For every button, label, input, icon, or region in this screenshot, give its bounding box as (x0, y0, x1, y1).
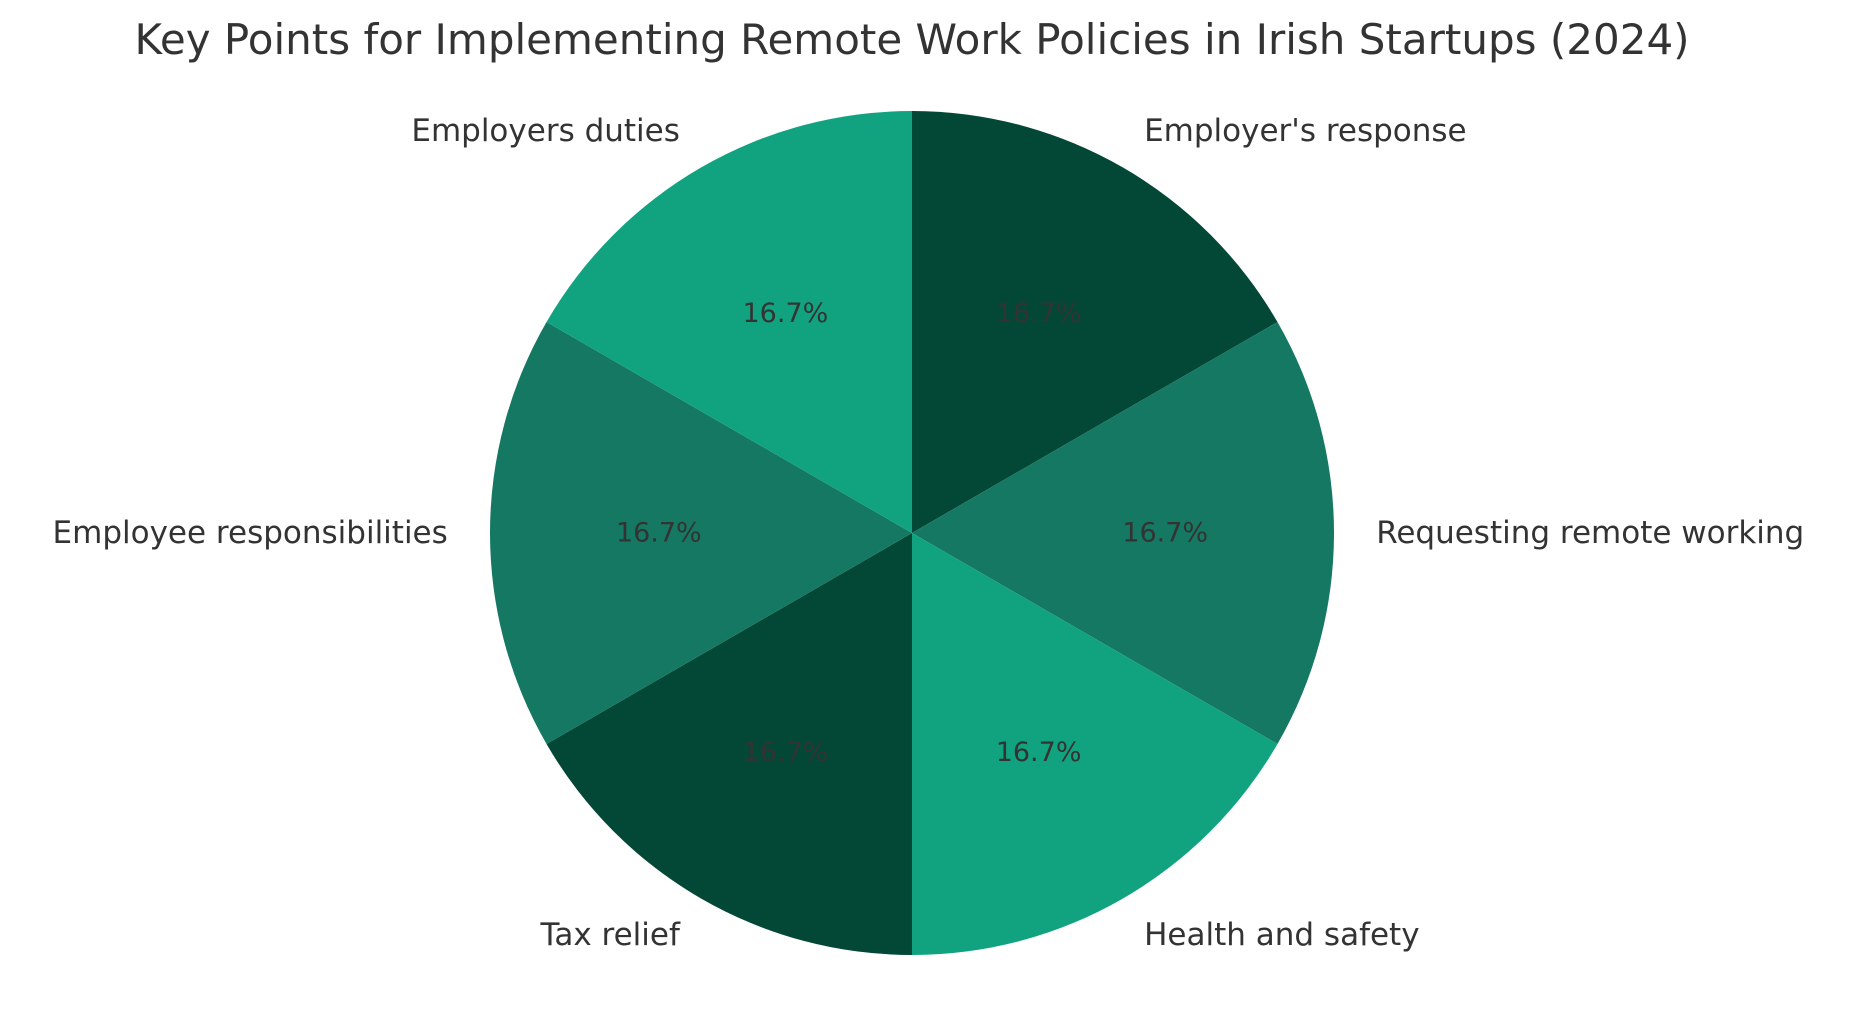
pie-slices (490, 111, 1334, 955)
slice-category-label: Requesting remote working (1376, 515, 1804, 551)
pie-slice (912, 322, 1334, 744)
pie-slice (912, 111, 1278, 533)
percentage-labels: 16.7% 16.7% 16.7% 16.7% 16.7% 16.7% (616, 298, 1208, 768)
slice-percentage-label: 16.7% (743, 737, 829, 768)
slice-percentage-label: 16.7% (996, 737, 1082, 768)
slice-percentage-label: 16.7% (996, 298, 1082, 329)
pie-slice (912, 533, 1278, 955)
slice-labels: Employer's response Requesting remote wor… (53, 113, 1805, 953)
slice-percentage-label: 16.7% (616, 518, 702, 549)
pie-slice (546, 533, 912, 955)
pie-slice (546, 111, 912, 533)
slice-category-label: Employer's response (1144, 113, 1467, 149)
slice-percentage-label: 16.7% (1122, 518, 1208, 549)
slice-category-label: Employee responsibilities (53, 515, 448, 551)
slice-category-label: Employers duties (411, 113, 680, 149)
slice-category-label: Tax relief (540, 917, 681, 953)
slice-percentage-label: 16.7% (743, 298, 829, 329)
chart-title: Key Points for Implementing Remote Work … (134, 15, 1689, 64)
slice-category-label: Health and safety (1144, 917, 1419, 953)
pie-slice (490, 322, 912, 744)
